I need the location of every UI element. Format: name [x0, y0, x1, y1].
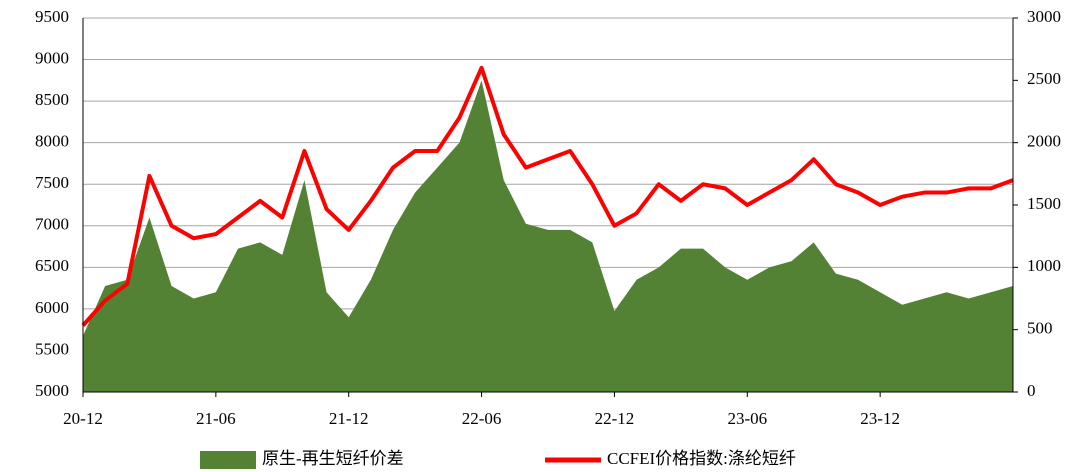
y2-tick-label: 1500: [1027, 194, 1061, 213]
area: [83, 80, 1013, 392]
x-tick-label: 23-06: [727, 409, 767, 428]
x-tick-label: 20-12: [63, 409, 103, 428]
x-tick-label: 22-06: [462, 409, 502, 428]
y-tick-label: 5000: [35, 381, 69, 400]
y-tick-label: 8500: [35, 90, 69, 109]
y-tick-label: 5500: [35, 339, 69, 358]
line: [81, 65, 1014, 327]
y-tick-label: 9000: [35, 48, 69, 67]
y-tick-label: 9500: [35, 7, 69, 26]
x-tick-label: 23-12: [860, 409, 900, 428]
y2-tick-label: 500: [1027, 319, 1053, 338]
y2-tick-label: 2000: [1027, 132, 1061, 151]
x-tick-label: 21-06: [196, 409, 236, 428]
y2-tick-label: 2500: [1027, 69, 1061, 88]
y-tick-label: 7000: [35, 215, 69, 234]
y-tick-label: 7500: [35, 173, 69, 192]
x-tick-label: 22-12: [595, 409, 635, 428]
y-tick-label: 8000: [35, 132, 69, 151]
legend-label: CCFEI价格指数:涤纶短纤: [607, 449, 796, 468]
y2-tick-label: 0: [1027, 381, 1036, 400]
legend-label: 原生-再生短纤价差: [262, 449, 404, 468]
x-tick-label: 21-12: [329, 409, 369, 428]
y-tick-label: 6500: [35, 256, 69, 275]
legend-swatch: [200, 451, 256, 469]
y-tick-label: 6000: [35, 298, 69, 317]
y2-tick-label: 1000: [1027, 256, 1061, 275]
y2-tick-label: 3000: [1027, 7, 1061, 26]
